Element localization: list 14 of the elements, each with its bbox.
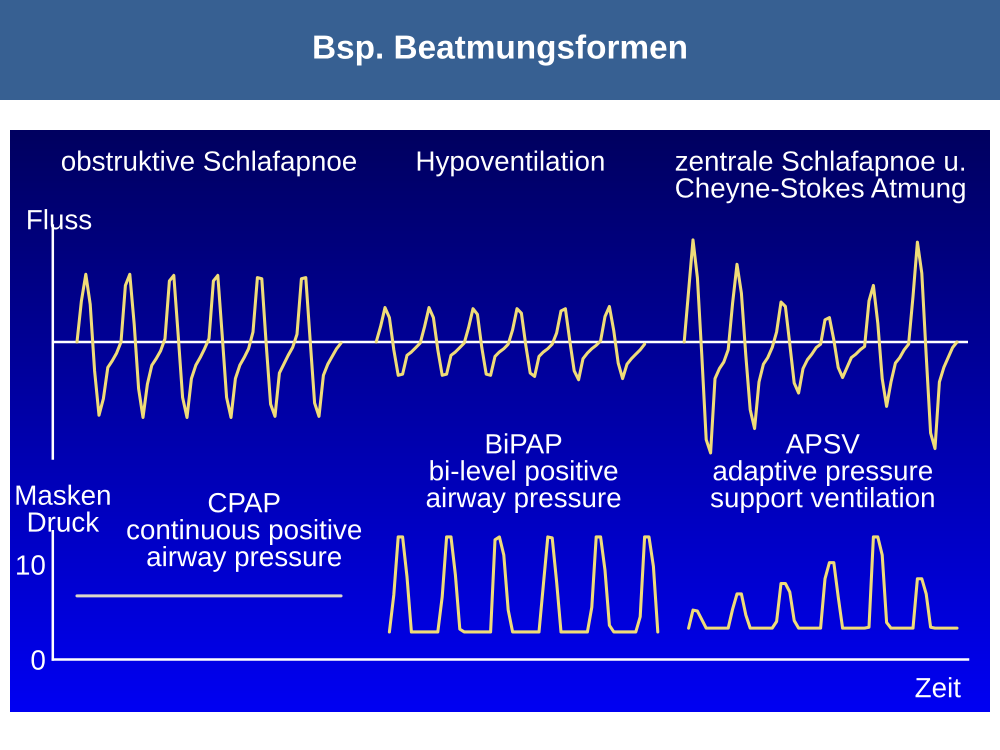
- y-tick-label: 10: [17, 555, 45, 575]
- annotation: CPAP continuous positive airway pressure: [127, 492, 362, 572]
- y-axis-title: Masken Druck: [16, 484, 110, 532]
- text: Hypoventilation: [418, 150, 604, 176]
- line-series: [687, 535, 959, 630]
- annotation: BiPAP bi-level positive airway pressure: [426, 433, 620, 513]
- y-tick-label: 0: [31, 650, 45, 670]
- x-axis-title: Zeit: [916, 677, 961, 698]
- annotation: APSV adaptive pressure support ventilation: [710, 434, 934, 513]
- line-series: [388, 535, 660, 634]
- text: zentrale Schlafapnoe u. Cheyne-Stokes Atmung: [676, 150, 965, 204]
- text: obstruktive Schlafapnoe: [62, 150, 356, 176]
- y-axis-title: Fluss: [28, 209, 92, 230]
- chart-title: Bsp. Beatmungsformen: [314, 34, 686, 66]
